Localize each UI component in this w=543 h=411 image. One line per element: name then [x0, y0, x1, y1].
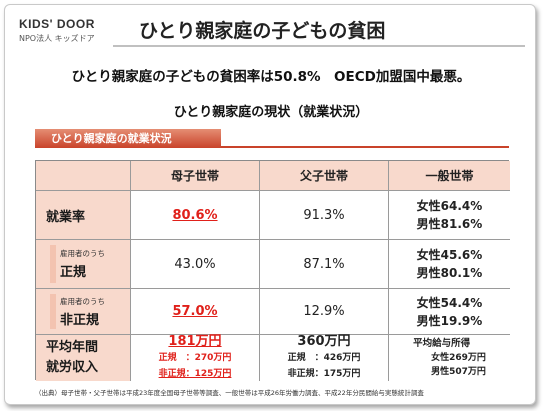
col-header-mother: 母子世帯: [131, 161, 260, 191]
nonregular-mother: 57.0%: [131, 289, 260, 335]
logo-subtitle: NPO法人 キッズドア: [19, 34, 95, 43]
logo-name: KIDS' DOOR: [19, 17, 95, 31]
table-corner: [36, 161, 131, 191]
nonregular-general: 女性54.4% 男性19.9%: [389, 289, 510, 335]
nonregular-general-male: 男性19.9%: [416, 313, 483, 328]
employment-mother-value: 80.6%: [172, 207, 218, 223]
employment-general: 女性64.4% 男性81.6%: [389, 191, 510, 240]
income-father-regular: 正規 ：426万円: [287, 353, 361, 363]
income-general-female: 女性269万円: [431, 353, 486, 363]
income-mother: 181万円 正規 ：270万円 非正規：125万円: [131, 334, 260, 381]
nonregular-mother-value: 57.0%: [172, 304, 218, 319]
subheading: ひとり親家庭の現状（就業状況）: [173, 105, 369, 120]
indent-marker: [50, 245, 56, 283]
col-header-father: 父子世帯: [260, 161, 389, 191]
regular-general-male: 男性80.1%: [416, 266, 483, 280]
regular-general: 女性45.6% 男性80.1%: [389, 240, 510, 289]
income-label-line1: 平均年間: [46, 340, 99, 355]
regular-mother: 43.0%: [131, 240, 260, 289]
employment-general-male: 男性81.6%: [416, 217, 483, 231]
income-general: 平均給与所得 女性269万円 男性507万円: [389, 335, 510, 381]
regular-general-female: 女性45.6%: [416, 248, 483, 262]
row-label-income: 平均年間 就労収入: [36, 335, 131, 381]
income-father-total: 360万円: [297, 334, 351, 349]
title-bar: ひとり親家庭の子どもの貧困: [113, 13, 525, 47]
headline: ひとり親家庭の子どもの貧困率は50.8% OECD加盟国中最悪。: [71, 69, 471, 85]
regular-label-small: 雇用者のうち: [60, 249, 105, 258]
nonregular-father: 12.9%: [260, 289, 389, 335]
nonregular-label: 非正規: [60, 312, 100, 328]
employment-father: 91.3%: [260, 191, 389, 240]
col-header-general: 一般世帯: [389, 161, 510, 191]
row-label-regular: 雇用者のうち 正規: [36, 240, 131, 289]
income-mother-total: 181万円: [168, 334, 222, 349]
income-label-line2: 就労収入: [46, 360, 99, 375]
row-label-nonregular: 雇用者のうち 非正規: [36, 289, 131, 335]
row-label-employment: 就業率: [36, 191, 131, 240]
indent-marker: [50, 294, 56, 329]
income-father-nonregular: 非正規：175万円: [287, 369, 361, 379]
slide-frame: KIDS' DOOR NPO法人 キッズドア ひとり親家庭の子どもの貧困 ひとり…: [4, 4, 536, 405]
income-general-title: 平均給与所得: [413, 338, 471, 349]
regular-father: 87.1%: [260, 240, 389, 289]
income-father: 360万円 正規 ：426万円 非正規：175万円: [260, 334, 389, 381]
employment-general-female: 女性64.4%: [416, 199, 483, 213]
income-mother-regular: 正規 ：270万円: [158, 353, 232, 363]
source-footnote: （出典）母子世帯・父子世帯は平成23年度全国母子世帯等調査、一般世帯は平成26年…: [35, 389, 424, 397]
nonregular-label-small: 雇用者のうち: [60, 296, 105, 306]
page-title: ひとり親家庭の子どもの貧困: [139, 19, 386, 42]
income-mother-nonregular: 非正規：125万円: [158, 369, 232, 379]
section-label: ひとり親家庭の就業状況: [35, 129, 221, 148]
income-general-male: 男性507万円: [431, 367, 486, 377]
employment-label: 就業率: [46, 209, 86, 225]
employment-table: 母子世帯 父子世帯 一般世帯 就業率 80.6% 91.3% 女性64.4% 男…: [35, 160, 510, 381]
section-tab: ひとり親家庭の就業状況: [35, 129, 509, 148]
regular-label: 正規: [60, 265, 87, 280]
employment-mother: 80.6%: [131, 191, 260, 240]
kids-door-logo: KIDS' DOOR NPO法人 キッズドア: [19, 17, 103, 45]
nonregular-general-female: 女性54.4%: [416, 295, 483, 310]
